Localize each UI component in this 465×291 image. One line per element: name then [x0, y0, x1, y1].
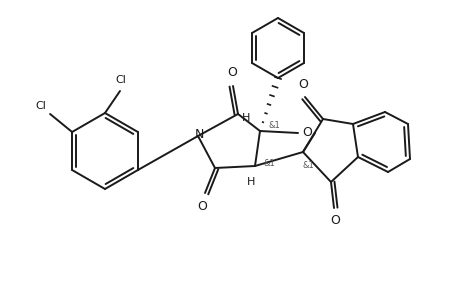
Text: O: O [302, 127, 312, 139]
Text: O: O [197, 200, 207, 212]
Text: Cl: Cl [116, 75, 126, 85]
Text: &1: &1 [263, 159, 275, 168]
Text: Cl: Cl [36, 101, 46, 111]
Text: O: O [330, 214, 340, 226]
Text: &1: &1 [268, 120, 280, 129]
Text: &1: &1 [302, 162, 314, 171]
Text: O: O [227, 67, 237, 79]
Text: O: O [298, 79, 308, 91]
Text: N: N [194, 129, 204, 141]
Text: H: H [242, 113, 250, 123]
Text: H: H [247, 177, 255, 187]
